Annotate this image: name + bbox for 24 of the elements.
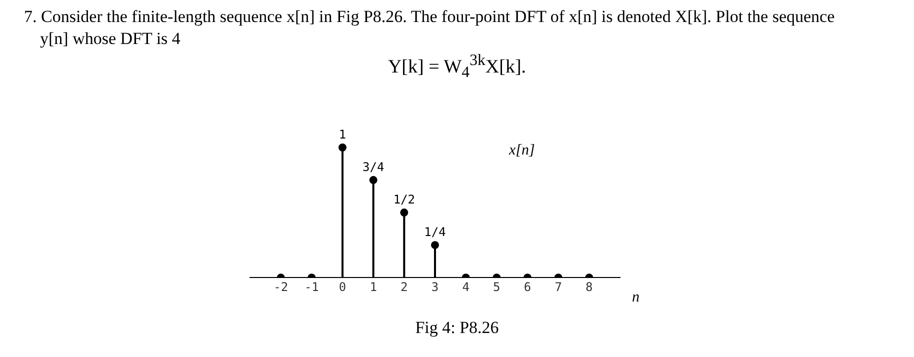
- data-label: 3/4: [362, 160, 384, 174]
- point: [369, 176, 378, 184]
- x-tick-label: 8: [586, 280, 593, 294]
- chart-title: 7. Consider the finite-length sequence x[n] in Fig P8.26. The four-point DFT of x[n] is denoted X[k]. Plot the sequence y[n] whose DFT is 4: [24, 6, 836, 50]
- data-label: 1/4: [424, 225, 446, 240]
- data-label: 1/2: [393, 192, 416, 207]
- x-tick-label: 5: [493, 280, 500, 294]
- x-tick-label: 2: [400, 280, 408, 294]
- caption: Fig 4: P8.26: [414, 318, 500, 338]
- point: [431, 241, 439, 250]
- x-tick-label: 4: [462, 280, 470, 294]
- x-axis-title: n: [632, 290, 640, 306]
- point: [338, 144, 346, 152]
- x-tick-label: -2: [274, 280, 288, 294]
- x-tick-label: 1: [370, 280, 377, 294]
- x-tick-label: 7: [554, 280, 562, 294]
- data-label: 1: [338, 128, 346, 142]
- x-tick-label: 0: [338, 280, 346, 294]
- point: [400, 208, 408, 217]
- x-tick-label: 3: [431, 280, 439, 294]
- text: x[n]: [508, 142, 535, 158]
- chart-subtitle: Y[k] = W$_{4}$$^{3k}$X[k].: [386, 52, 528, 82]
- x-tick-label: 6: [524, 280, 532, 294]
- x-tick-label: -1: [304, 280, 319, 294]
